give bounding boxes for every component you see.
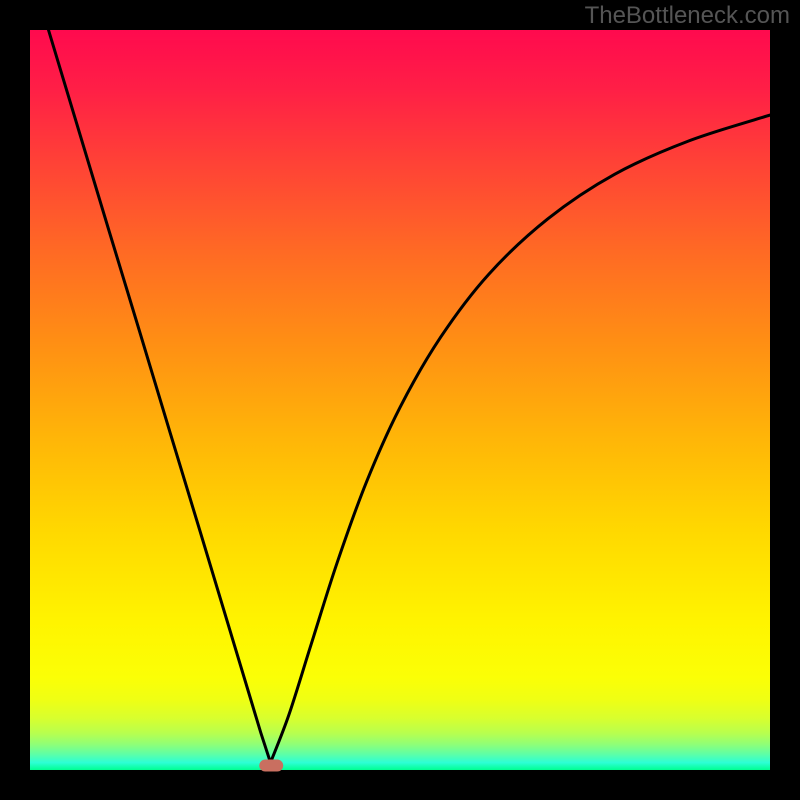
- chart-svg: [0, 0, 800, 800]
- bottleneck-chart: TheBottleneck.com: [0, 0, 800, 800]
- watermark-text: TheBottleneck.com: [585, 2, 790, 30]
- chart-gradient-bg: [30, 30, 770, 770]
- optimal-marker: [259, 760, 283, 772]
